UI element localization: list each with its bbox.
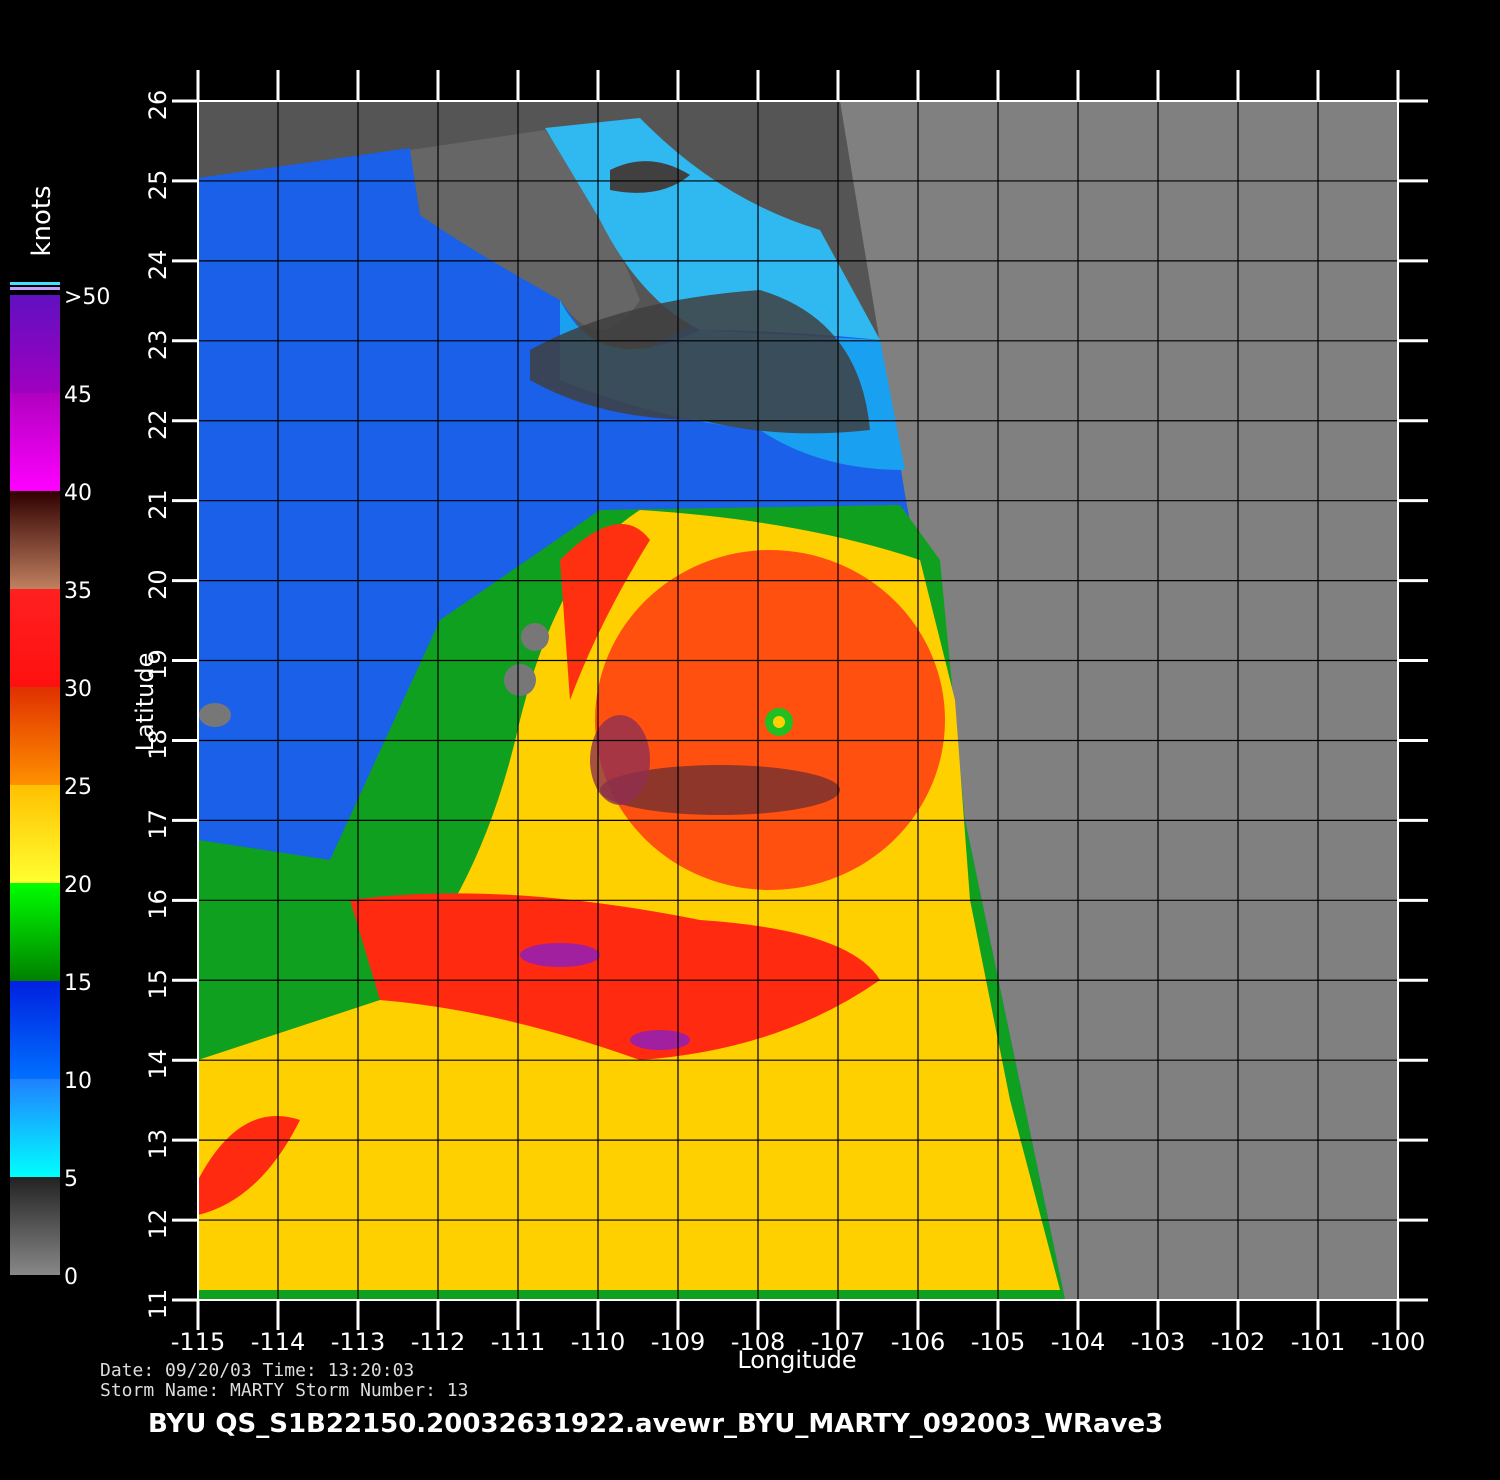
colorbar-tick-label: 5 xyxy=(64,1167,78,1192)
y-tick-label: 19 xyxy=(144,649,172,680)
x-tick-label: -106 xyxy=(891,1328,945,1356)
colorbar-tick-label: 45 xyxy=(64,383,92,408)
file-title: BYU QS_S1B22150.20032631922.avewr_BYU_MA… xyxy=(148,1409,1163,1439)
storm-info: Storm Name: MARTY Storm Number: 13 xyxy=(100,1380,468,1401)
x-tick-label: -113 xyxy=(331,1328,385,1356)
x-tick-label: -103 xyxy=(1131,1328,1185,1356)
y-tick-label: 26 xyxy=(144,90,172,121)
y-tick-label: 18 xyxy=(144,729,172,760)
y-tick-label: 17 xyxy=(144,809,172,840)
colorbar-tick-label: 10 xyxy=(64,1069,92,1094)
colorbar-tick-label: 0 xyxy=(64,1265,78,1290)
y-tick-label: 11 xyxy=(144,1289,172,1320)
x-tick-label: -100 xyxy=(1371,1328,1425,1356)
colorbar-segment xyxy=(10,883,60,981)
x-tick-label: -109 xyxy=(651,1328,705,1356)
colorbar-cap xyxy=(10,282,60,285)
x-tick-label: -108 xyxy=(731,1328,785,1356)
colorbar-segment xyxy=(10,491,60,589)
x-tick-label: -115 xyxy=(171,1328,225,1356)
x-tick-label: -104 xyxy=(1051,1328,1105,1356)
x-tick-label: -112 xyxy=(411,1328,465,1356)
colorbar-segment xyxy=(10,1079,60,1177)
y-tick-label: 23 xyxy=(144,330,172,361)
colorbar-tick-label: 30 xyxy=(64,677,92,702)
y-tick-label: 16 xyxy=(144,889,172,920)
date-time: Date: 09/20/03 Time: 13:20:03 xyxy=(100,1360,414,1381)
x-tick-label: -105 xyxy=(971,1328,1025,1356)
x-tick-label: -110 xyxy=(571,1328,625,1356)
colorbar-tick-label: 25 xyxy=(64,775,92,800)
colorbar-segment xyxy=(10,785,60,883)
x-tick-label: -114 xyxy=(251,1328,305,1356)
colorbar-tick-label: 40 xyxy=(64,481,92,506)
x-tick-label: -111 xyxy=(491,1328,545,1356)
x-tick-label: -101 xyxy=(1291,1328,1345,1356)
x-tick-label: -107 xyxy=(811,1328,865,1356)
y-tick-label: 13 xyxy=(144,1129,172,1160)
x-axis-label: Longitude xyxy=(737,1346,856,1374)
colorbar-segment xyxy=(10,1177,60,1275)
colorbar-segment xyxy=(10,589,60,687)
colorbar-segment xyxy=(10,393,60,491)
y-tick-label: 20 xyxy=(144,569,172,600)
y-tick-label: 22 xyxy=(144,409,172,440)
colorbar-tick-label: 15 xyxy=(64,971,92,996)
colorbar-tick-label: >50 xyxy=(64,285,110,310)
wind-field-image xyxy=(198,101,1398,1300)
y-tick-label: 15 xyxy=(144,969,172,1000)
y-tick-label: 12 xyxy=(144,1209,172,1240)
colorbar-segment xyxy=(10,981,60,1079)
x-tick-label: -102 xyxy=(1211,1328,1265,1356)
colorbar-segment xyxy=(10,295,60,393)
colorbar-tick-label: 35 xyxy=(64,579,92,604)
colorbar-tick-label: 20 xyxy=(64,873,92,898)
colorbar-segment xyxy=(10,687,60,785)
colorbar-cap xyxy=(10,287,60,290)
colorbar-label: knots xyxy=(27,185,57,256)
y-tick-label: 25 xyxy=(144,170,172,201)
y-axis-label: Latitude xyxy=(131,653,159,752)
y-tick-label: 21 xyxy=(144,489,172,520)
y-tick-label: 24 xyxy=(144,250,172,281)
y-tick-label: 14 xyxy=(144,1049,172,1080)
